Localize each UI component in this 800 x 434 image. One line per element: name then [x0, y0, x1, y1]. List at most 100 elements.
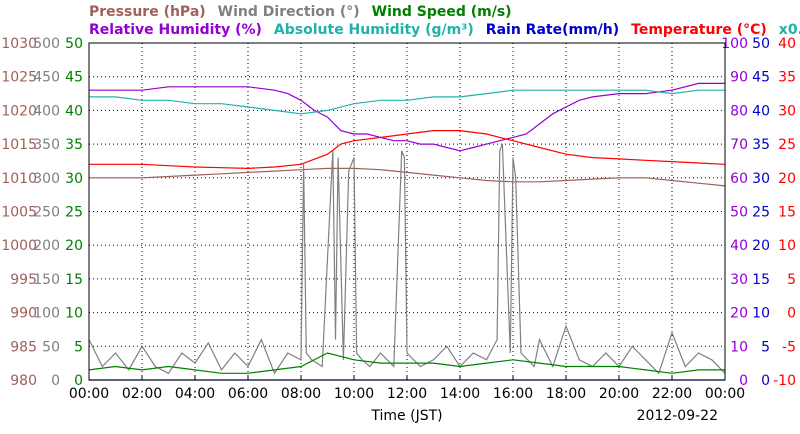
tick-label-humidity: 30 [730, 272, 748, 288]
right-axes: 0102030405060708090100051015202530354045… [721, 36, 796, 389]
tick-label-wind-direction: 400 [33, 103, 60, 119]
tick-label-pressure: 985 [10, 339, 37, 355]
series-wind-speed-m-s [88, 352, 725, 374]
tick-label-temperature: 25 [778, 137, 796, 153]
tick-label-humidity: 20 [730, 306, 748, 322]
tick-label-pressure: 1005 [1, 205, 37, 221]
tick-label-pressure: 1015 [1, 137, 37, 153]
tick-label-wind-speed: 45 [65, 70, 83, 86]
tick-label-pressure: 1020 [1, 103, 37, 119]
tick-label-wind-speed: 25 [65, 205, 83, 221]
legend-absolute-humidity-g-m: Absolute Humidity (g/m³) [274, 22, 474, 38]
series-relative-humidity [89, 82, 725, 152]
tick-label-pressure: 995 [10, 272, 37, 288]
x-tick-labels: 00:00 02:00 04:00 06:00 08:00 10:00 12:00 14:00… [69, 375, 745, 402]
tick-label-wind-direction: 100 [33, 306, 60, 322]
tick-label-humidity: 90 [730, 70, 748, 86]
tick-label-pressure: 990 [10, 306, 37, 322]
chart-date: 2012-09-22 [637, 408, 718, 424]
tick-label-rain-rate: 10 [752, 306, 770, 322]
tick-label-rain-rate: 45 [752, 70, 770, 86]
tick-label-rain-rate: 30 [752, 171, 770, 187]
tick-label-temperature: 0 [787, 306, 796, 322]
tick-label-rain-rate: 15 [752, 272, 770, 288]
x-tick-label: 08:00 [281, 386, 321, 402]
x-tick-label: 14:00 [440, 386, 480, 402]
legend-row-2: Relative Humidity (%) Absolute Humidity (… [89, 22, 800, 38]
tick-label-temperature: 5 [787, 272, 796, 288]
tick-label-wind-speed: 10 [65, 306, 83, 322]
tick-label-wind-direction: 350 [33, 137, 60, 153]
legend-wind-direction: Wind Direction (°) [218, 4, 360, 20]
tick-label-pressure: 1025 [1, 70, 37, 86]
x-tick-label: 18:00 [546, 386, 586, 402]
tick-label-wind-speed: 0 [74, 373, 83, 389]
x-tick-label: 22:00 [652, 386, 692, 402]
legend-x0-2: x0.2 [779, 22, 800, 38]
legend-row-1: Pressure (hPa) Wind Direction (°) Wind Spe… [89, 4, 512, 20]
legend-temperature-c: Temperature (°C) [631, 22, 767, 38]
tick-label-humidity: 60 [730, 171, 748, 187]
tick-label-wind-direction: 0 [51, 373, 60, 389]
x-tick-label: 12:00 [387, 386, 427, 402]
legend-relative-humidity: Relative Humidity (%) [89, 22, 262, 38]
tick-label-wind-speed: 35 [65, 137, 83, 153]
tick-label-wind-direction: 450 [33, 70, 60, 86]
tick-label-rain-rate: 50 [752, 36, 770, 52]
series-wind-direction [88, 143, 726, 375]
tick-label-wind-direction: 300 [33, 171, 60, 187]
x-tick-label: 06:00 [228, 386, 268, 402]
tick-label-humidity: 10 [730, 339, 748, 355]
tick-label-rain-rate: 40 [752, 103, 770, 119]
tick-label-wind-direction: 150 [33, 272, 60, 288]
x-tick-label: 02:00 [122, 386, 162, 402]
tick-label-wind-speed: 40 [65, 103, 83, 119]
tick-label-wind-speed: 20 [65, 238, 83, 254]
tick-label-wind-direction: 250 [33, 205, 60, 221]
tick-label-temperature: 30 [778, 103, 796, 119]
tick-label-rain-rate: 35 [752, 137, 770, 153]
tick-label-temperature: -10 [773, 373, 796, 389]
tick-label-humidity: 100 [721, 36, 748, 52]
tick-label-temperature: -5 [782, 339, 796, 355]
x-tick-label: 20:00 [599, 386, 639, 402]
tick-label-wind-direction: 500 [33, 36, 60, 52]
tick-label-wind-speed: 5 [74, 339, 83, 355]
tick-label-wind-speed: 15 [65, 272, 83, 288]
tick-label-wind-speed: 30 [65, 171, 83, 187]
tick-label-pressure: 980 [10, 373, 37, 389]
series-temperature-c [89, 130, 726, 170]
tick-label-temperature: 20 [778, 171, 796, 187]
tick-label-wind-direction: 200 [33, 238, 60, 254]
tick-label-wind-speed: 50 [65, 36, 83, 52]
tick-label-temperature: 35 [778, 70, 796, 86]
tick-label-rain-rate: 0 [761, 373, 770, 389]
left-axes: 9809859909951000100510101015102010251030… [1, 36, 83, 389]
tick-label-humidity: 50 [730, 205, 748, 221]
x-tick-label: 10:00 [334, 386, 374, 402]
x-axis-label: Time (JST) [370, 408, 442, 424]
tick-label-humidity: 40 [730, 238, 748, 254]
tick-label-pressure: 1030 [1, 36, 37, 52]
tick-label-temperature: 15 [778, 205, 796, 221]
x-tick-label: 16:00 [493, 386, 533, 402]
tick-label-temperature: 10 [778, 238, 796, 254]
legend-pressure-hpa: Pressure (hPa) [89, 4, 206, 20]
legend-rain-rate-mm-h: Rain Rate(mm/h) [486, 22, 619, 38]
legend-wind-speed-m-s: Wind Speed (m/s) [372, 4, 512, 20]
tick-label-rain-rate: 20 [752, 238, 770, 254]
tick-label-pressure: 1010 [1, 171, 37, 187]
tick-label-temperature: 40 [778, 36, 796, 52]
series-pressure-hpa [89, 167, 726, 187]
series-absolute-humidity-g-m [89, 89, 725, 115]
tick-label-humidity: 0 [739, 373, 748, 389]
tick-label-humidity: 80 [730, 103, 748, 119]
tick-label-humidity: 70 [730, 137, 748, 153]
tick-label-wind-direction: 50 [42, 339, 60, 355]
tick-label-rain-rate: 5 [761, 339, 770, 355]
x-tick-label: 04:00 [175, 386, 215, 402]
tick-label-pressure: 1000 [1, 238, 37, 254]
tick-label-rain-rate: 25 [752, 205, 770, 221]
x-tick-label: 00:00 [69, 386, 109, 402]
